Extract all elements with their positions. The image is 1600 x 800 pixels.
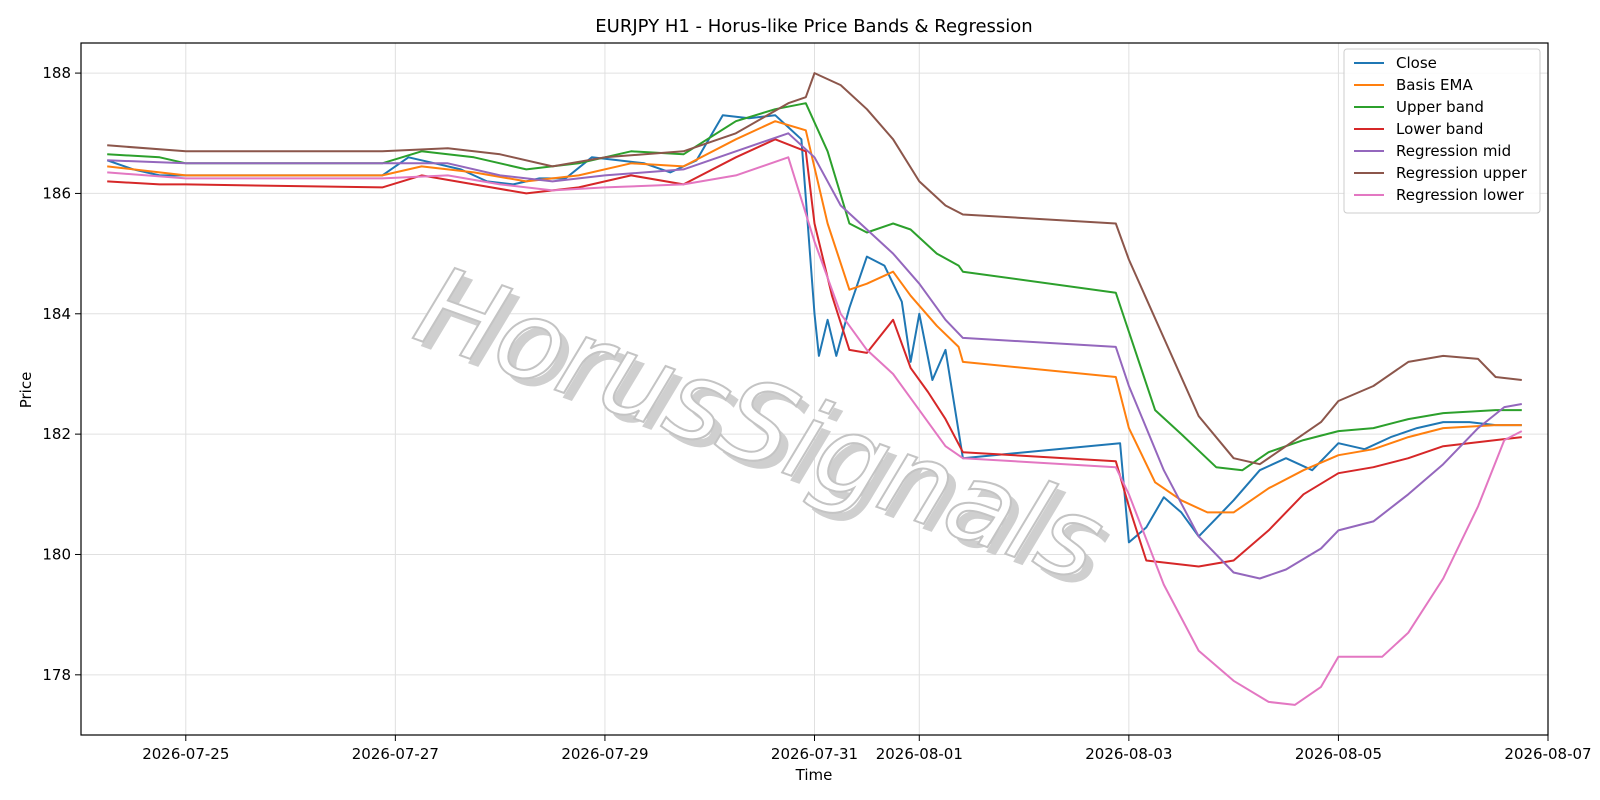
y-axis: 178 180 182 184 186 188 [42, 64, 81, 684]
series-line-regression-upper [107, 72, 1522, 466]
legend-label-basis-ema: Basis EMA [1396, 76, 1473, 94]
series-layer [106, 72, 1523, 706]
x-tick-label: 2026-07-31 [771, 745, 858, 763]
x-tick-label: 2026-08-07 [1504, 745, 1591, 763]
series-line-regression-mid [107, 132, 1522, 580]
x-tick-label: 2026-08-03 [1085, 745, 1172, 763]
series-line-regression-lower [107, 156, 1523, 706]
x-tick-label: 2026-08-01 [876, 745, 963, 763]
x-tick-label: 2026-07-25 [142, 745, 229, 763]
x-axis-title: Time [795, 766, 833, 784]
x-tick-label: 2026-07-29 [561, 745, 648, 763]
series-line-lower-band [107, 138, 1522, 568]
y-axis-title: Price [17, 372, 35, 409]
x-tick-label: 2026-07-27 [352, 745, 439, 763]
legend-label-regression-upper: Regression upper [1396, 164, 1528, 182]
legend-label-upper-band: Upper band [1396, 98, 1484, 116]
x-tick-label: 2026-08-05 [1295, 745, 1382, 763]
chart-title: EURJPY H1 - Horus-like Price Bands & Reg… [595, 16, 1032, 37]
y-tick-label: 188 [42, 64, 71, 82]
legend-label-close: Close [1396, 54, 1437, 72]
y-tick-label: 186 [42, 184, 71, 202]
x-axis: 2026-07-25 2026-07-27 2026-07-29 2026-07-31… [142, 735, 1592, 763]
legend-box [1343, 48, 1541, 214]
y-tick-label: 180 [42, 545, 71, 563]
series-line-upper-band [107, 102, 1522, 472]
y-tick-label: 182 [42, 425, 71, 443]
series-line-basis-ema [107, 120, 1522, 514]
legend-label-regression-lower: Regression lower [1396, 186, 1525, 204]
legend-label-lower-band: Lower band [1396, 120, 1483, 138]
legend: Close Basis EMA Upper band Lower band Regres… [1343, 48, 1541, 214]
y-tick-label: 184 [42, 305, 71, 323]
legend-label-regression-mid: Regression mid [1396, 142, 1511, 160]
y-tick-label: 178 [42, 666, 71, 684]
series-line-close [106, 114, 1522, 544]
